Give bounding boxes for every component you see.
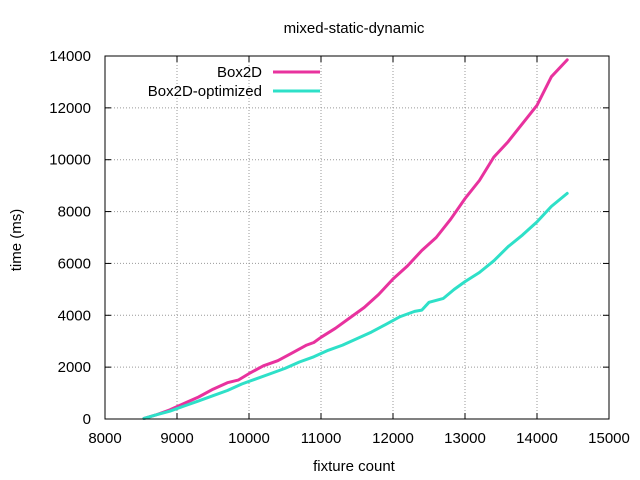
legend-label-box2d: Box2D <box>217 64 262 81</box>
series-layer <box>142 58 569 420</box>
x-tick-label: 10000 <box>228 430 270 447</box>
y-axis-label: time (ms) <box>8 209 25 272</box>
x-tick-label: 14000 <box>516 430 558 447</box>
x-tick-label: 15000 <box>588 430 630 447</box>
legend-label-box2d-optimized: Box2D-optimized <box>148 83 262 100</box>
x-tick-label: 12000 <box>372 430 414 447</box>
y-tick-label: 8000 <box>58 204 91 221</box>
y-tick-label: 0 <box>83 411 91 428</box>
y-tick-label: 12000 <box>49 100 91 117</box>
x-tick-label: 8000 <box>88 430 121 447</box>
y-tick-label: 4000 <box>58 307 91 324</box>
grid-layer <box>105 56 609 419</box>
plot-frame <box>104 55 610 420</box>
x-axis-label: fixture count <box>313 458 396 475</box>
y-tick-label: 6000 <box>58 255 91 272</box>
x-tick-label: 9000 <box>160 430 193 447</box>
series-line-box2d-optimized <box>142 191 569 420</box>
legend: Box2D Box2D-optimized <box>148 64 320 100</box>
chart-title: mixed-static-dynamic <box>284 20 425 37</box>
y-tick-label: 2000 <box>58 359 91 376</box>
series-line-box2d <box>142 58 569 420</box>
tick-layer: 8000 9000 10000 11000 12000 13000 14000 15000 0 2… <box>49 48 630 447</box>
y-tick-label: 14000 <box>49 48 91 65</box>
x-tick-label: 11000 <box>301 430 342 447</box>
x-tick-label: 13000 <box>444 430 486 447</box>
y-tick-label: 10000 <box>49 152 91 169</box>
